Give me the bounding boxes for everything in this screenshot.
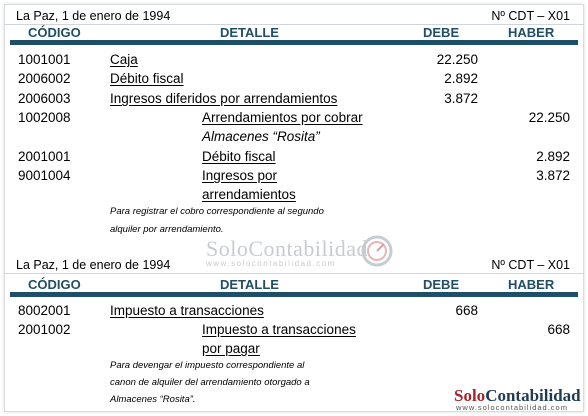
entry2-ref: Nº CDT – X01: [491, 258, 570, 272]
divider: [4, 24, 584, 25]
row-debit: 3.872: [444, 91, 478, 106]
row-debit: 22.250: [436, 52, 478, 67]
entry-note: alquiler por arrendamiento.: [110, 224, 224, 235]
row-detail: Arrendamientos por cobrar: [202, 110, 363, 125]
row-detail: Débito fiscal: [110, 71, 184, 86]
col-header-credit: HABER: [508, 25, 555, 40]
divider: [4, 273, 584, 274]
watermark-text: SoloContabilidad: [206, 236, 368, 261]
row-code: 9001004: [18, 168, 71, 183]
col-header-code: CÓDIGO: [28, 25, 81, 40]
row-credit: 3.872: [536, 168, 570, 183]
logo-url: www.solocontabilidad.com: [456, 403, 568, 412]
row-code: 2001002: [18, 322, 71, 337]
col-header-credit: HABER: [508, 277, 555, 292]
row-code: 1001001: [18, 52, 71, 67]
logo-solo: Solo: [454, 386, 486, 405]
row-detail: Débito fiscal: [202, 149, 276, 164]
row-code: 8002001: [18, 303, 71, 318]
row-debit: 668: [455, 303, 478, 318]
col-header-detail: DETALLE: [220, 25, 279, 40]
header-underline: [10, 292, 578, 297]
row-detail: Impuesto a transacciones: [202, 322, 356, 337]
row-credit: 668: [547, 322, 570, 337]
col-header-debit: DEBE: [423, 277, 460, 292]
logo-contabilidad: Contabilidad: [485, 386, 581, 405]
row-detail-sub: por pagar: [202, 341, 260, 356]
col-header-code: CÓDIGO: [28, 277, 81, 292]
row-detail-sub: Almacenes “Rosita”: [202, 129, 320, 144]
row-code: 2001001: [18, 149, 71, 164]
watermark-gauge-icon: [361, 235, 393, 267]
row-code: 2006002: [18, 71, 71, 86]
entry1-ref: Nº CDT – X01: [491, 9, 570, 23]
row-code: 2006003: [18, 91, 71, 106]
entry-note: Para devengar el impuesto correspondient…: [110, 360, 305, 371]
entry-note: Para registrar el cobro correspondiente …: [110, 206, 324, 217]
row-detail-sub: arrendamientos: [202, 187, 296, 202]
header-underline: [10, 40, 578, 45]
entry-note: Almacenes “Rosita”.: [110, 394, 196, 405]
col-header-debit: DEBE: [423, 25, 460, 40]
row-detail: Ingresos por: [202, 168, 278, 183]
entry-note: canon de alquiler del arrendamiento otor…: [110, 377, 310, 388]
row-debit: 2.892: [444, 71, 478, 86]
row-detail: Impuesto a transacciones: [110, 303, 264, 318]
col-header-detail: DETALLE: [220, 277, 279, 292]
brand-logo: SoloContabilidad www.solocontabilidad.co…: [452, 386, 581, 412]
row-detail: Caja: [110, 52, 138, 67]
row-credit: 22.250: [528, 110, 570, 125]
entry2-date: La Paz, 1 de enero de 1994: [16, 258, 171, 272]
page-frame: [4, 4, 584, 412]
row-detail: Ingresos diferidos por arrendamientos: [110, 91, 338, 106]
entry1-date: La Paz, 1 de enero de 1994: [16, 9, 171, 23]
row-code: 1002008: [18, 110, 71, 125]
watermark-url: www.solocontabilidad.com: [206, 259, 336, 268]
row-credit: 2.892: [536, 149, 570, 164]
